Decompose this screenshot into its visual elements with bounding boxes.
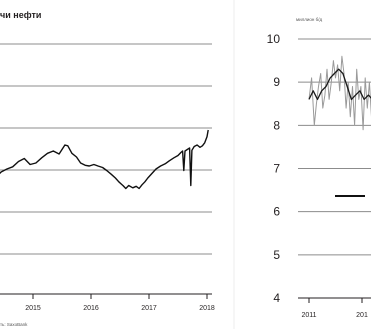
left-x-tick-label-2: 2017	[141, 305, 157, 312]
right-x-tick-label-1: 201	[356, 312, 368, 319]
right-series-grey-line	[308, 55, 371, 131]
right-y-tick-label-5: 9	[273, 75, 280, 89]
right-y-tick-label-6: 10	[267, 32, 281, 46]
right-chart: миллион б/д 4 5 6 7 8 9 10 2011 201	[267, 17, 371, 319]
right-x-ticks: 2011 201	[301, 298, 368, 319]
left-x-ticks: 2015 2016 2017 2018	[25, 294, 215, 312]
left-series-line	[0, 129, 209, 190]
right-x-tick-label-0: 2011	[301, 312, 316, 319]
left-source-note: ть: SaxoBank	[0, 322, 28, 327]
left-x-tick-label-0: 2015	[25, 305, 41, 312]
right-y-tick-label-3: 7	[273, 162, 280, 176]
right-y-tick-label-2: 6	[273, 205, 280, 219]
right-y-tick-label-1: 5	[273, 248, 280, 262]
right-unit-label: миллион б/д	[296, 17, 322, 22]
right-y-tick-label-4: 8	[273, 118, 280, 132]
left-chart-title: чи нефти	[0, 10, 41, 20]
right-gridlines	[298, 38, 371, 256]
left-gridlines	[0, 43, 212, 255]
left-x-tick-label-1: 2016	[83, 305, 99, 312]
left-chart: чи нефти 2015 2016 2017 2018 ть: SaxoBank	[0, 10, 215, 327]
right-y-tick-label-0: 4	[273, 291, 280, 305]
left-x-tick-label-3: 2018	[199, 305, 215, 312]
right-series-dark-line	[308, 68, 371, 101]
right-y-ticks: 4 5 6 7 8 9 10	[267, 32, 281, 305]
